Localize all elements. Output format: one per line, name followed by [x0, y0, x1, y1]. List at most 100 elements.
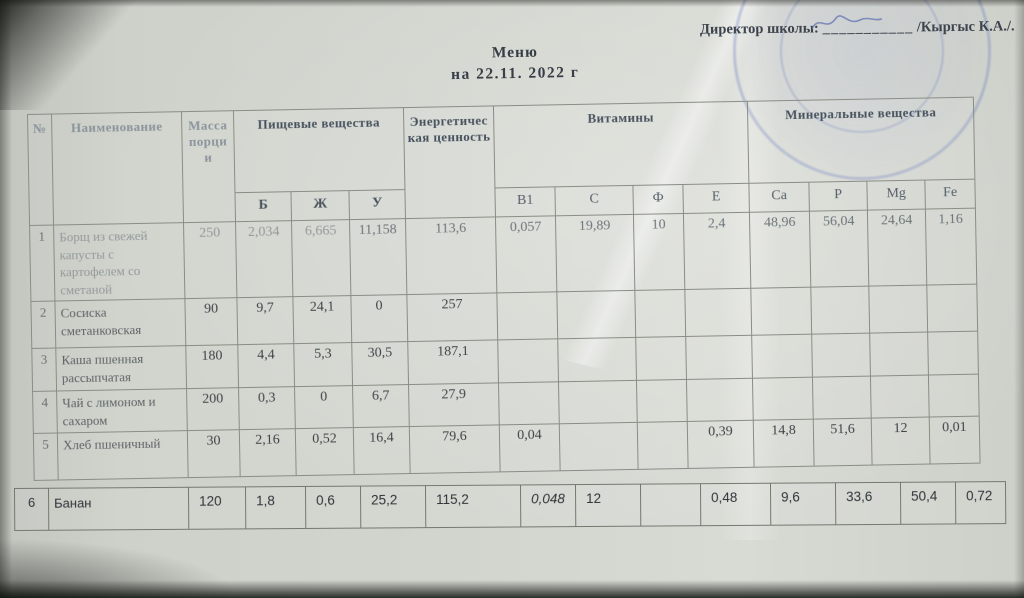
cell: [870, 375, 930, 419]
cell: 187,1: [407, 340, 499, 385]
director-signature-line: Директор школы: ___________ /Кыргыс К.А.…: [699, 15, 1020, 38]
cell: 51,6: [813, 418, 873, 467]
cell: [752, 377, 814, 421]
cell: [868, 285, 928, 334]
row-number: 6: [14, 488, 49, 531]
cell: 0,39: [687, 420, 755, 469]
cell: 200: [186, 387, 240, 431]
cell: 30,5: [351, 341, 409, 386]
cell: 25,2: [360, 485, 426, 529]
dish-name: Хлеб пшеничный: [57, 430, 189, 481]
cell: 0,01: [929, 416, 981, 465]
cell: 11,158: [349, 218, 407, 296]
cell: [558, 380, 638, 424]
document-title-block: Меню на 22.11. 2022 г: [370, 41, 661, 85]
cell: 2,16: [239, 428, 297, 477]
cell: 16,4: [353, 426, 411, 475]
col-header-nutrients: Пищевые вещества: [233, 107, 405, 193]
page-title: Меню: [491, 43, 538, 62]
cell: [928, 374, 980, 418]
cell: [869, 332, 929, 377]
table-row: 6 Банан 120 1,8 0,6 25,2 115,2 0,048 12 …: [14, 481, 1006, 531]
col-header-mass: Масса порции: [181, 110, 236, 223]
cell: 90: [184, 297, 238, 346]
cell: 250: [183, 221, 237, 299]
col-header-b1: В1: [494, 186, 556, 217]
cell: [634, 289, 686, 338]
row-number: 3: [31, 348, 57, 392]
cell: [812, 376, 872, 420]
cell: 2,4: [683, 212, 751, 290]
cell: [636, 379, 688, 423]
cell: 9,6: [770, 482, 836, 526]
cell: 0: [294, 385, 354, 429]
director-label: Директор школы:: [699, 20, 819, 38]
cell: 115,2: [425, 484, 521, 528]
col-header-protein: Б: [234, 191, 292, 222]
col-header-ca: Ca: [748, 182, 810, 213]
cell: 6,665: [291, 219, 351, 297]
cell: [497, 338, 559, 384]
cell: [927, 331, 979, 376]
col-header-fe: Fe: [924, 179, 976, 210]
cell: 24,64: [867, 209, 927, 287]
cell: 9,7: [236, 296, 294, 345]
col-header-num: №: [27, 114, 54, 226]
cell: 1,8: [245, 486, 306, 529]
cell: 0,72: [955, 481, 1006, 524]
cell: [496, 292, 558, 341]
cell: [685, 335, 753, 380]
cell: 0,48: [700, 483, 771, 526]
shadow-edge-left: [0, 0, 12, 598]
col-header-fat: Ж: [290, 190, 350, 221]
cell: 56,04: [809, 210, 869, 288]
cell: [556, 290, 636, 339]
dish-name: Борщ из свежей капусты с картофелем со с…: [53, 222, 185, 302]
cell: 5,3: [293, 342, 353, 387]
cell: [637, 421, 689, 470]
cell: 0,52: [295, 427, 355, 476]
cell: [926, 284, 978, 333]
row-number: 2: [30, 301, 56, 349]
cell: [686, 378, 754, 422]
shadow-edge-right: [1014, 0, 1024, 598]
cell: [684, 288, 752, 337]
cell: 257: [406, 293, 498, 342]
col-header-c: С: [554, 185, 634, 216]
cell: 27,9: [408, 383, 500, 427]
dish-name: Каша пшенная рассыпчатая: [55, 345, 187, 392]
cell: [810, 286, 870, 335]
col-header-p: P: [808, 181, 868, 212]
cell: 0,048: [520, 484, 576, 527]
col-header-minerals: Минеральные вещества: [747, 97, 975, 184]
director-name: /Кыргыс К.А./.: [916, 18, 1015, 36]
cell: [559, 422, 639, 471]
cell: 19,89: [555, 214, 635, 293]
row-number: 1: [29, 225, 55, 302]
cell: 1,16: [925, 208, 977, 286]
school-stamp: [733, 0, 991, 180]
cell: 50,4: [900, 481, 956, 525]
cell: 14,8: [753, 419, 815, 468]
col-header-energy: Энергетическая ценность: [403, 105, 496, 219]
cell: 113,6: [405, 216, 497, 295]
cell: 30: [187, 429, 241, 478]
cell: [750, 287, 812, 336]
shadow-corner-top-left: [0, 0, 170, 110]
cell: 120: [188, 486, 246, 530]
appended-row-strip: 6 Банан 120 1,8 0,6 25,2 115,2 0,048 12 …: [14, 481, 1007, 531]
cell: 4,4: [237, 343, 295, 388]
dish-name: Сосиска сметанковская: [54, 298, 186, 349]
cell: 10: [633, 213, 685, 291]
menu-table: № Наименование Масса порции Пищевые веще…: [27, 96, 981, 482]
cell: 2,034: [235, 220, 293, 298]
col-header-name: Наименование: [51, 111, 184, 226]
col-header-vitamins: Витамины: [493, 101, 749, 188]
cell: 48,96: [749, 211, 811, 289]
cell: 12: [575, 484, 641, 527]
cell: 79,6: [409, 425, 501, 474]
cell: [557, 337, 637, 382]
col-header-f: Ф: [632, 184, 684, 215]
cell: 24,1: [292, 295, 352, 344]
cell: 0,04: [499, 423, 561, 473]
